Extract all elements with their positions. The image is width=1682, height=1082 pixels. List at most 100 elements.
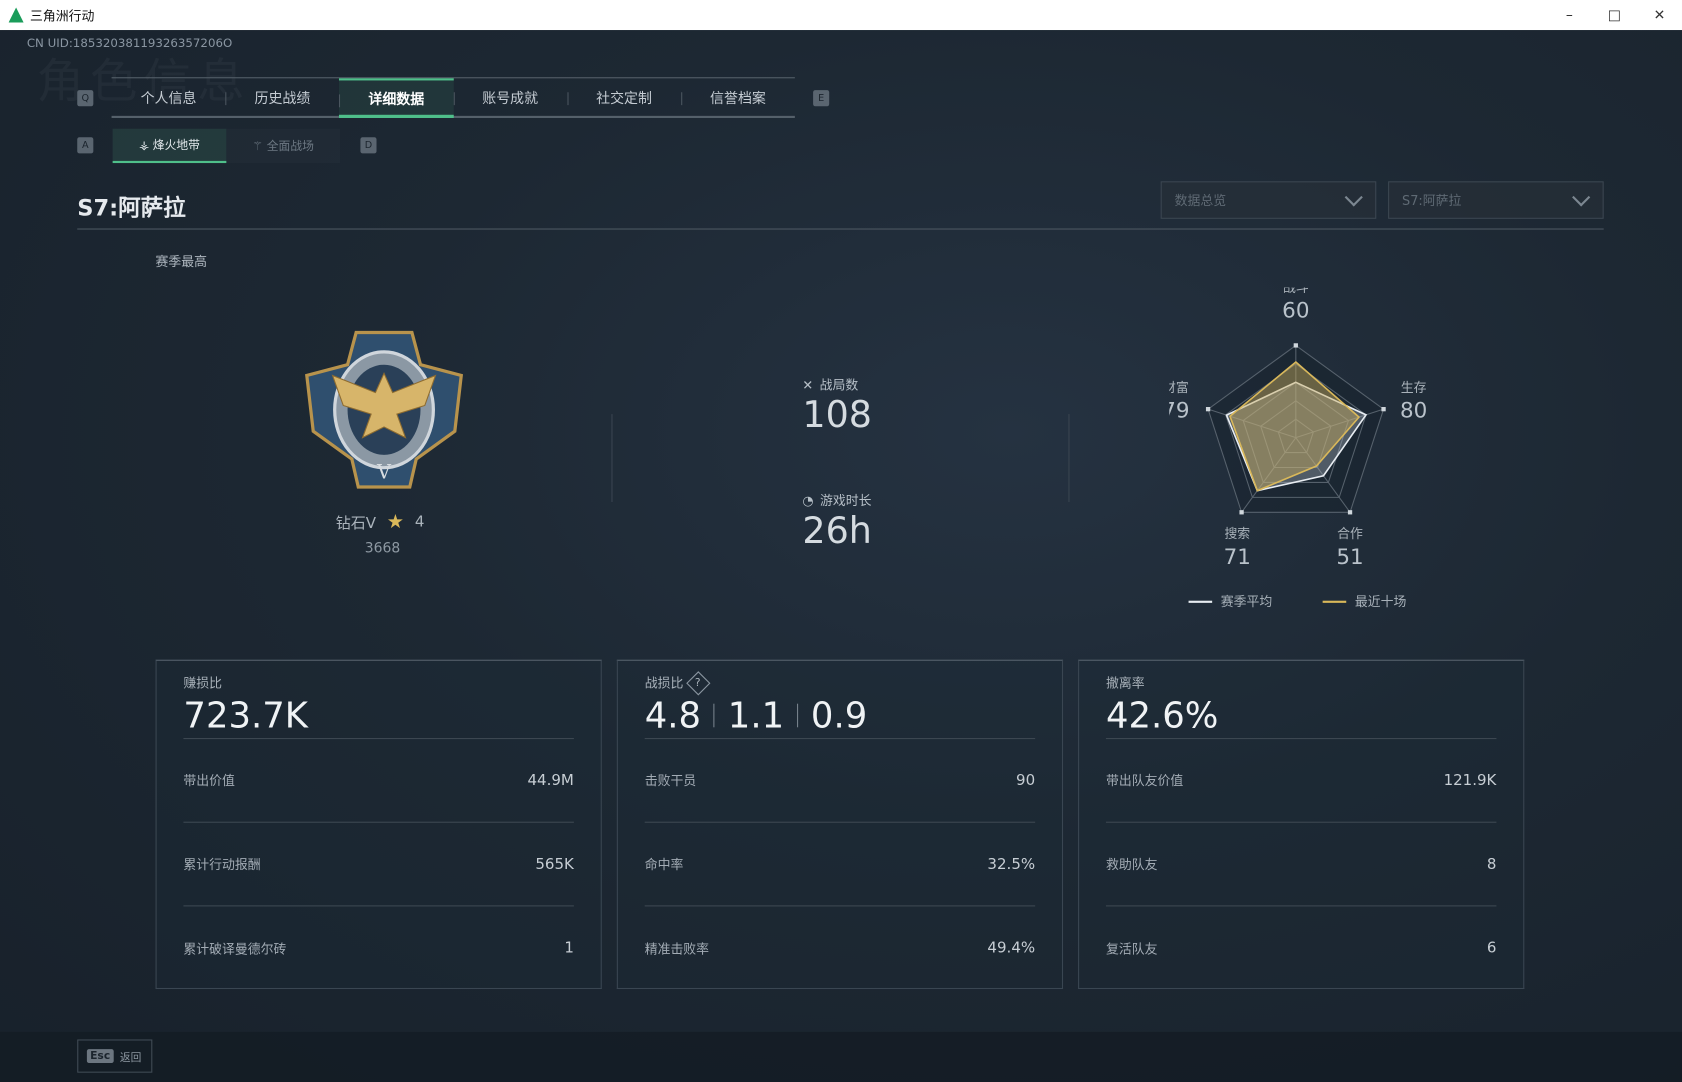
radar-spoke (1241, 437, 1297, 513)
legend-swatch (1322, 600, 1347, 603)
radar-vertex-marker (1239, 510, 1244, 515)
footer-bar (0, 1031, 1682, 1082)
matches-value: 108 (802, 393, 873, 437)
tab-achievements[interactable]: 账号成就 (453, 78, 567, 116)
radar-vertex-marker (1381, 407, 1386, 412)
rank-score: 3668 (364, 540, 401, 557)
radar-axis-value: 60 (1282, 299, 1309, 324)
tab-match-history[interactable]: 历史战绩 (225, 78, 339, 116)
stat-value: 6 (1486, 939, 1497, 957)
divider (1068, 414, 1070, 503)
stat-label: 击败干员 (644, 773, 697, 789)
separator (796, 703, 799, 727)
stat-row: 救助队友 8 (1105, 823, 1497, 907)
next-subtab-key[interactable]: D (360, 137, 377, 154)
svg-text:V: V (376, 460, 392, 483)
rank-tier: 钻石V (335, 514, 377, 532)
stat-label: 累计破译曼德尔砖 (183, 941, 287, 957)
stat-row: 累计行动报酬 565K (183, 823, 574, 907)
radar-axis-label: 战斗 (1283, 287, 1309, 295)
kd-value-2: 1.1 (727, 694, 785, 736)
legend-label: 最近十场 (1354, 594, 1407, 610)
stat-label: 带出价值 (183, 773, 235, 789)
card-big-value: 723.7K (183, 692, 574, 740)
stat-row: 命中率 32.5% (644, 823, 1036, 907)
stat-row: 累计破译曼德尔砖 1 (183, 906, 573, 990)
back-button[interactable]: Esc 返回 (77, 1039, 153, 1073)
extraction-rate: 42.6% (1105, 694, 1219, 736)
legend-season-avg: 赛季平均 (1188, 592, 1273, 610)
matches-label: ✕ 战局数 (802, 375, 858, 393)
warfare-icon: ⚚ (252, 138, 267, 153)
radar-grid-ring (1277, 418, 1314, 454)
kd-value-3: 0.9 (810, 694, 868, 736)
season-dropdown[interactable]: S7:阿萨拉 (1388, 181, 1604, 219)
radar-axis-value: 79 (1169, 399, 1189, 424)
radar-vertex-marker (1347, 510, 1353, 515)
stat-label: 累计行动报酬 (183, 857, 261, 873)
stat-value: 1 (564, 939, 574, 957)
chevron-down-icon (1572, 188, 1591, 207)
radar-spoke (1295, 408, 1384, 439)
card-title: 撤离率 (1105, 675, 1145, 691)
radar-axis-value: 51 (1336, 545, 1363, 567)
divider (77, 228, 1604, 230)
season-dropdown-value: S7:阿萨拉 (1402, 193, 1462, 209)
stat-row: 精准击败率 49.4% (645, 906, 1035, 990)
subtab-label: 全面战场 (266, 139, 314, 154)
stat-row: 击败干员 90 (644, 739, 1036, 823)
app-logo-icon (8, 7, 24, 23)
stat-row: 复活队友 6 (1106, 906, 1496, 990)
prev-subtab-key[interactable]: A (77, 137, 94, 154)
view-dropdown[interactable]: 数据总览 (1160, 181, 1377, 219)
maximize-button[interactable]: □ (1607, 6, 1622, 24)
stat-label: 带出队友价值 (1105, 773, 1184, 789)
esc-key: Esc (86, 1049, 114, 1064)
tab-social[interactable]: 社交定制 (567, 78, 681, 116)
stat-row: 带出队友价值 121.9K (1105, 739, 1497, 823)
close-button[interactable]: ✕ (1653, 6, 1666, 24)
tab-personal-info[interactable]: 个人信息 (140, 91, 197, 108)
stat-value: 44.9M (527, 771, 574, 789)
back-label: 返回 (119, 1052, 142, 1065)
tab-credit[interactable]: 信誉档案 (681, 78, 795, 116)
stat-value: 565K (535, 855, 574, 873)
stat-label: 复活队友 (1105, 941, 1158, 957)
radar-axis-label: 财富 (1169, 380, 1189, 396)
legend-recent-ten: 最近十场 (1322, 592, 1407, 610)
star-icon: ★ (386, 510, 405, 534)
crossed-swords-icon: ✕ (802, 377, 814, 393)
radar-grid-ring (1260, 400, 1332, 469)
subtab-hazard-zone[interactable]: ⚶ 烽火地带 (112, 128, 227, 164)
subtab-label: 烽火地带 (152, 138, 200, 153)
card-title: 战损比? (644, 670, 1035, 695)
card-title: 赚损比 (183, 675, 223, 691)
stat-label: 命中率 (644, 857, 684, 873)
minimize-button[interactable]: – (1565, 6, 1573, 24)
stat-value: 49.4% (987, 939, 1036, 957)
stat-value: 32.5% (987, 855, 1036, 873)
main-tabs: 个人信息 历史战绩 详细数据 账号成就 社交定制 信誉档案 (111, 77, 795, 118)
stat-value: 90 (1016, 771, 1036, 789)
stat-label: 精准击败率 (644, 941, 710, 957)
tab-detailed-data[interactable]: 详细数据 (339, 78, 454, 118)
mode-tabs: ⚶ 烽火地带 ⚚ 全面战场 (112, 128, 340, 164)
matches-label-text: 战局数 (819, 377, 859, 393)
next-tab-key[interactable]: E (813, 90, 830, 107)
kd-card: 战损比? 4.8 1.1 0.9 击败干员 90 命中率 32.5% 精准击败率 49.4… (616, 659, 1064, 990)
radar-grid-ring (1225, 363, 1367, 498)
playtime-label-text: 游戏时长 (820, 493, 872, 509)
window-titlebar: 三角洲行动 – □ ✕ (0, 0, 1682, 31)
card-title-text: 战损比 (644, 675, 684, 691)
radar-vertex-marker (1293, 343, 1298, 348)
stopwatch-icon: ◔ (802, 492, 814, 508)
stat-label: 救助队友 (1105, 857, 1158, 873)
radar-series-recent-ten (1229, 360, 1361, 492)
subtab-warfare[interactable]: ⚚ 全面战场 (226, 129, 340, 163)
prev-tab-key[interactable]: Q (77, 90, 94, 107)
player-uid: CN UID:18532038119326357206O (26, 36, 233, 51)
card-big-value: 42.6% (1105, 692, 1497, 740)
rank-badge-icon: V (305, 330, 464, 489)
legend-label: 赛季平均 (1220, 594, 1273, 610)
radar-vertex-marker (1205, 407, 1211, 412)
